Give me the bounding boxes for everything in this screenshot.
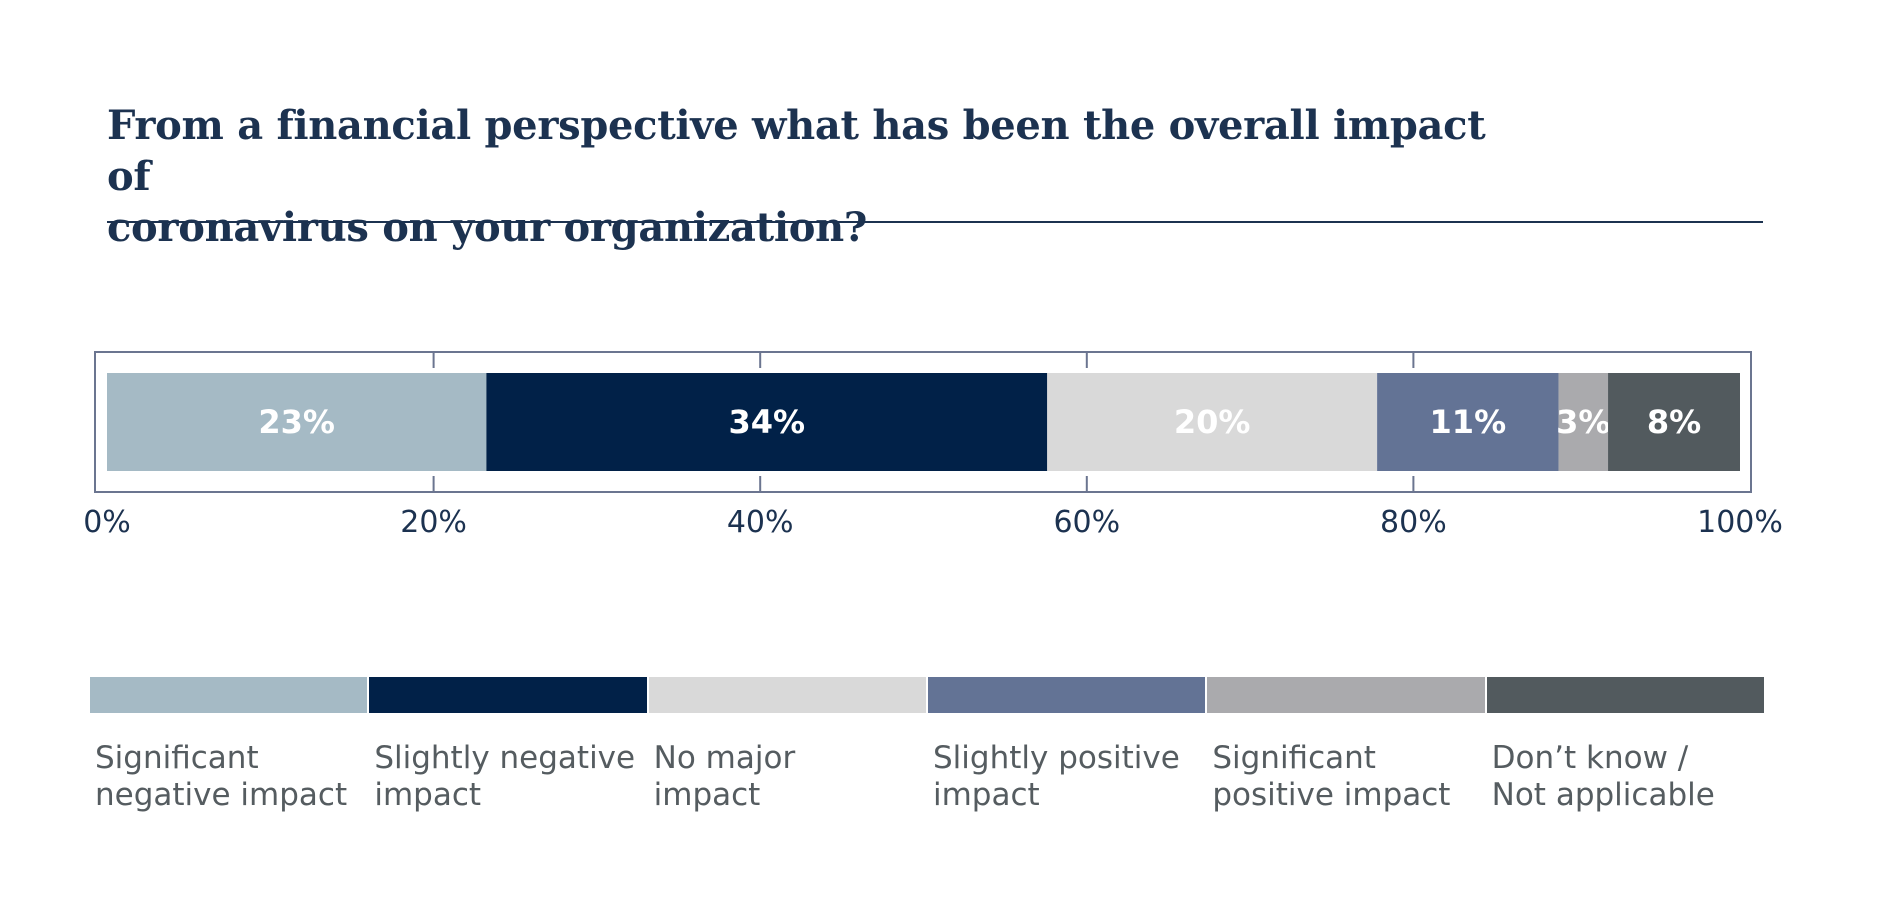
legend-label: No major impact	[653, 740, 796, 813]
x-tick-label: 80%	[1380, 505, 1447, 540]
legend-swatch	[90, 677, 368, 713]
legend-swatch	[1486, 677, 1764, 713]
legend-label: Slightly positive impact	[933, 740, 1180, 813]
bar-segment	[1377, 373, 1559, 471]
data-label: 11%	[1430, 403, 1507, 441]
legend-label: Slightly negative impact	[374, 740, 636, 813]
plot-frame	[94, 351, 1752, 493]
bar-segment	[1047, 373, 1378, 471]
x-tick-label: 100%	[1697, 505, 1783, 540]
data-label: 20%	[1174, 403, 1251, 441]
legend-label: Significant positive impact	[1212, 740, 1451, 813]
bar-segment	[486, 373, 1048, 471]
x-tick-label: 20%	[400, 505, 467, 540]
legend-swatch	[1207, 677, 1485, 713]
stacked-bar-chart: 0% 20% 40% 60% 80% 100% 23% 34% 20% 11% 3% 8%	[83, 351, 1783, 540]
legend-swatch	[369, 677, 647, 713]
data-label: 23%	[258, 403, 335, 441]
x-tick-label: 40%	[727, 505, 794, 540]
x-tick-label: 0%	[83, 505, 131, 540]
legend-swatch	[648, 677, 926, 713]
bar-segment	[1558, 373, 1609, 471]
bar-segment	[1608, 373, 1740, 471]
title-divider	[107, 221, 1763, 223]
legend-swatch	[928, 677, 1206, 713]
data-label: 8%	[1647, 403, 1701, 441]
legend-label: Don’t know / Not applicable	[1491, 740, 1715, 813]
legend-label: Significant negative impact	[95, 740, 348, 813]
data-label: 3%	[1556, 403, 1610, 441]
bar-segment	[107, 373, 487, 471]
chart-title: From a financial perspective what has be…	[107, 102, 1486, 251]
data-label: 34%	[729, 403, 806, 441]
x-tick-label: 60%	[1053, 505, 1120, 540]
